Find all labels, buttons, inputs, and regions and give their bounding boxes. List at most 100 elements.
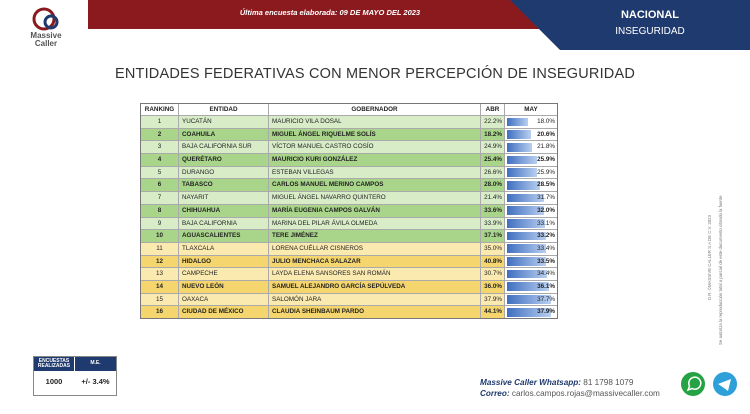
- may-bar: [507, 295, 551, 304]
- gobernador: MARINA DEL PILAR ÁVILA OLMEDA: [269, 217, 481, 230]
- abr: 36.0%: [481, 280, 505, 293]
- may-cell: 25.9%: [505, 166, 557, 179]
- column-header: ABR: [481, 104, 505, 115]
- ranking: 12: [141, 255, 179, 268]
- table-row: 4 QUERÉTARO MAURICIO KURI GONZÁLEZ 25.4% 25.…: [141, 154, 557, 167]
- abr: 30.7%: [481, 268, 505, 280]
- box-header: M.E.: [75, 357, 116, 371]
- may-label: 37.7%: [537, 295, 555, 303]
- ranking: 8: [141, 204, 179, 217]
- header-shapes: [32, 0, 750, 50]
- may-bar: [507, 257, 546, 266]
- may-bar: [507, 180, 541, 190]
- may-label: 28.5%: [537, 181, 555, 189]
- gobernador: MAURICIO KURI GONZÁLEZ: [269, 154, 481, 166]
- may-label: 34.4%: [537, 270, 555, 278]
- gobernador: CARLOS MANUEL MERINO CAMPOS: [269, 179, 481, 192]
- table-row: 9 BAJA CALIFORNIA MARINA DEL PILAR ÁVILA O…: [141, 217, 557, 231]
- may-cell: 31.7%: [505, 192, 557, 204]
- gobernador: JULIO MENCHACA SALAZAR: [269, 255, 481, 268]
- may-bar: [507, 130, 531, 139]
- may-cell: 32.0%: [505, 204, 557, 217]
- ranking: 3: [141, 141, 179, 154]
- table-row: 10 AGUASCALIENTES TERE JIMÉNEZ 37.1% 33.2%: [141, 230, 557, 243]
- abr: 18.2%: [481, 128, 505, 141]
- ranking: 2: [141, 128, 179, 141]
- may-cell: 36.1%: [505, 280, 557, 293]
- may-bar: [507, 231, 546, 241]
- may-label: 20.6%: [537, 130, 555, 138]
- table-row: 3 BAJA CALIFORNIA SUR VÍCTOR MANUEL CASTRO…: [141, 141, 557, 155]
- gobernador: ESTEBAN VILLEGAS: [269, 166, 481, 179]
- gobernador: SALOMÓN JARA: [269, 293, 481, 306]
- topic-block: [510, 0, 750, 50]
- may-label: 37.9%: [537, 308, 555, 316]
- may-label: 25.9%: [537, 168, 555, 176]
- abr: 28.0%: [481, 179, 505, 192]
- ranking: 5: [141, 166, 179, 179]
- may-label: 33.2%: [537, 232, 555, 240]
- contact: Massive Caller Whatsapp: 81 1798 1079 Co…: [480, 377, 660, 399]
- table-row: 2 COAHUILA MIGUEL ÁNGEL RIQUELME SOLÍS 18.2…: [141, 128, 557, 142]
- abr: 24.9%: [481, 141, 505, 154]
- ranking: 6: [141, 179, 179, 192]
- gobernador: VÍCTOR MANUEL CASTRO COSÍO: [269, 141, 481, 154]
- may-cell: 33.5%: [505, 255, 557, 268]
- abr: 37.1%: [481, 230, 505, 242]
- table-row: 11 TLAXCALA LORENA CUÉLLAR CISNEROS 35.0% 33…: [141, 242, 557, 256]
- ranking: 7: [141, 192, 179, 204]
- ranking: 16: [141, 306, 179, 318]
- abr: 26.6%: [481, 166, 505, 179]
- gobernador: CLAUDIA SHEINBAUM PARDO: [269, 306, 481, 318]
- ranking: 13: [141, 268, 179, 280]
- ranking: 4: [141, 154, 179, 166]
- box-value: 1000: [45, 377, 63, 386]
- ranking: 10: [141, 230, 179, 242]
- gobernador: MAURICIO VILA DOSAL: [269, 116, 481, 128]
- entidad: YUCATÁN: [179, 116, 269, 128]
- date-text: Última encuesta elaborada: 09 DE MAYO DE…: [239, 8, 421, 17]
- contact-line: Correo: carlos.campos.rojas@massivecalle…: [480, 388, 660, 399]
- may-cell: 20.6%: [505, 128, 557, 141]
- entidad: OAXACA: [179, 293, 269, 306]
- may-cell: 33.2%: [505, 230, 557, 242]
- whatsapp-glyph: [686, 376, 702, 392]
- may-cell: 37.7%: [505, 293, 557, 306]
- entidad: CHIHUAHUA: [179, 204, 269, 217]
- entidad: COAHUILA: [179, 128, 269, 141]
- gobernador: LORENA CUÉLLAR CISNEROS: [269, 242, 481, 255]
- table-row: 13 CAMPECHE LAYDA ELENA SANSORES SAN ROMÁN…: [141, 268, 557, 281]
- box-header: ENCUESTAS REALIZADAS: [34, 357, 74, 371]
- may-label: 33.5%: [537, 257, 555, 265]
- gobernador: TERE JIMÉNEZ: [269, 230, 481, 242]
- entidad: TLAXCALA: [179, 242, 269, 255]
- box-value: +/- 3.4%: [81, 377, 110, 386]
- ranking: 15: [141, 293, 179, 306]
- may-cell: 18.0%: [505, 116, 557, 128]
- email: carlos.campos.rojas@massivecaller.com: [511, 389, 660, 398]
- entidad: BAJA CALIFORNIA: [179, 217, 269, 230]
- may-label: 18.0%: [537, 118, 555, 125]
- table-row: 15 OAXACA SALOMÓN JARA 37.9% 37.7%: [141, 293, 557, 307]
- entidad: AGUASCALIENTES: [179, 230, 269, 242]
- telegram-glyph: [718, 379, 731, 391]
- abr: 37.9%: [481, 293, 505, 306]
- table-row: 1 YUCATÁN MAURICIO VILA DOSAL 22.2% 18.0%: [141, 116, 557, 129]
- ranking: 1: [141, 116, 179, 128]
- may-bar: [507, 142, 533, 152]
- ranking: 9: [141, 217, 179, 230]
- survey-box: ENCUESTAS REALIZADAS M.E. 1000 +/- 3.4%: [33, 356, 117, 396]
- may-label: 33.1%: [537, 219, 555, 227]
- logo-ring: [32, 7, 56, 31]
- may-label: 33.4%: [537, 244, 555, 252]
- contact-line: Massive Caller Whatsapp: 81 1798 1079: [480, 377, 660, 388]
- entidad: QUERÉTARO: [179, 154, 269, 166]
- email-label: Correo:: [480, 389, 510, 398]
- logo-text: Massive Caller: [30, 31, 62, 48]
- may-cell: 33.4%: [505, 242, 557, 255]
- entidad: BAJA CALIFORNIA SUR: [179, 141, 269, 154]
- entidad: CAMPECHE: [179, 268, 269, 280]
- header-row: RANKING ENTIDAD GOBERNADOR ABR MAY: [141, 104, 557, 116]
- whatsapp-label: Massive Caller Whatsapp:: [480, 378, 582, 387]
- column-header: GOBERNADOR: [269, 104, 481, 115]
